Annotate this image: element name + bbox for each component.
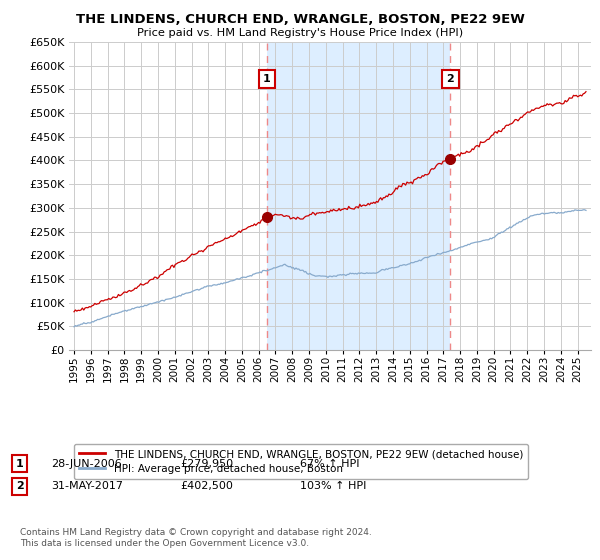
Text: 2: 2: [446, 74, 454, 84]
Text: Contains HM Land Registry data © Crown copyright and database right 2024.
This d: Contains HM Land Registry data © Crown c…: [20, 528, 371, 548]
Text: 67% ↑ HPI: 67% ↑ HPI: [300, 459, 359, 469]
Bar: [267, 42, 451, 350]
Text: £402,500: £402,500: [180, 481, 233, 491]
Text: 2: 2: [16, 481, 23, 491]
Text: £279,950: £279,950: [180, 459, 233, 469]
Text: THE LINDENS, CHURCH END, WRANGLE, BOSTON, PE22 9EW: THE LINDENS, CHURCH END, WRANGLE, BOSTON…: [76, 13, 524, 26]
Text: 31-MAY-2017: 31-MAY-2017: [51, 481, 123, 491]
Text: 1: 1: [16, 459, 23, 469]
Legend: THE LINDENS, CHURCH END, WRANGLE, BOSTON, PE22 9EW (detached house), HPI: Averag: THE LINDENS, CHURCH END, WRANGLE, BOSTON…: [74, 444, 529, 479]
Text: 1: 1: [263, 74, 271, 84]
Text: 28-JUN-2006: 28-JUN-2006: [51, 459, 122, 469]
Text: Price paid vs. HM Land Registry's House Price Index (HPI): Price paid vs. HM Land Registry's House …: [137, 28, 463, 38]
Text: 103% ↑ HPI: 103% ↑ HPI: [300, 481, 367, 491]
